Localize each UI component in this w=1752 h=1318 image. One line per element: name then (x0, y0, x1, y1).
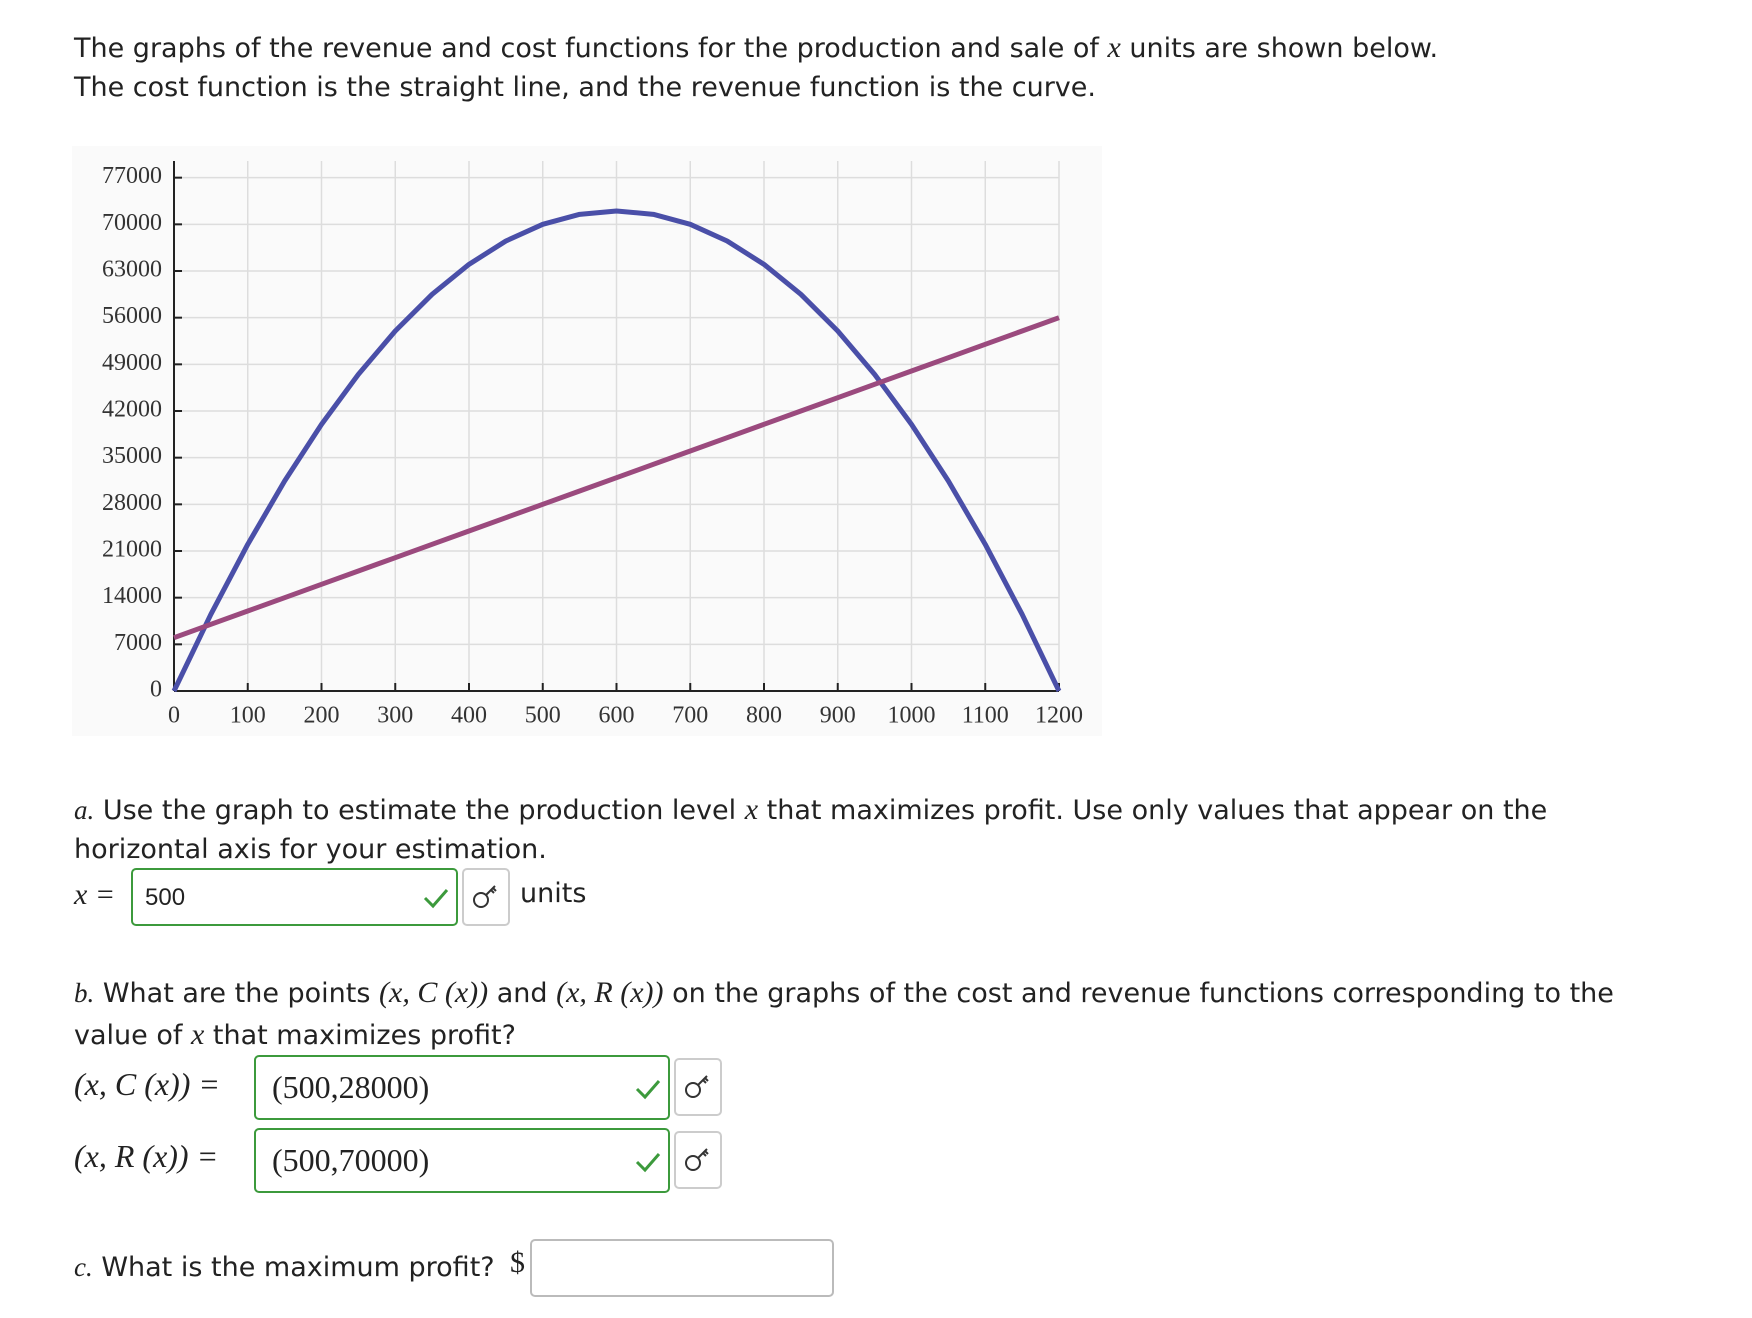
math: (x, R (x)) (556, 976, 664, 1009)
y-tick-label: 70000 (102, 210, 162, 236)
y-tick-label: 63000 (102, 257, 162, 283)
key-icon (685, 1075, 709, 1098)
math: x (1107, 31, 1121, 64)
y-tick-label: 14000 (102, 583, 162, 609)
x-tick-label: 500 (525, 703, 561, 729)
question-text: that maximizes profit? (212, 1020, 516, 1051)
question-text: that maximizes profit. Use only values t… (74, 795, 1548, 865)
answer-box[interactable]: (500,70000) (254, 1128, 670, 1193)
math: (x, C (x)) (379, 976, 489, 1009)
answer-value: (500,70000) (272, 1142, 430, 1178)
question-a: a. Use the graph to estimate the product… (74, 790, 1674, 869)
answer-box[interactable]: 500 (131, 868, 458, 926)
y-tick-label: 56000 (102, 303, 162, 329)
chart-background (72, 146, 1102, 736)
x-tick-label: 0 (168, 703, 180, 729)
answer-label: (x, R (x)) = (74, 1138, 219, 1174)
key-icon (685, 1148, 709, 1171)
question-text: What is the maximum profit? (101, 1252, 495, 1283)
math: x (744, 793, 759, 826)
check-icon (423, 889, 449, 909)
question-text: on the graphs of the cost and revenue fu… (74, 978, 1614, 1051)
x-tick-label: 800 (746, 703, 782, 729)
question-text: Use the graph to estimate the production… (102, 795, 737, 826)
y-tick-label: 42000 (102, 397, 162, 423)
answer-label: x = (74, 878, 116, 911)
key-button[interactable] (674, 1058, 722, 1116)
x-tick-label: 600 (599, 703, 635, 729)
x-tick-label: 1100 (962, 703, 1009, 729)
key-icon (473, 885, 497, 908)
key-button[interactable] (462, 868, 510, 926)
intro: The graphs of the revenue and cost funct… (74, 28, 1674, 107)
line-series (171, 208, 1062, 693)
question-label: b. (74, 978, 95, 1008)
x-tick-label: 200 (304, 703, 340, 729)
y-tick-label: 7000 (114, 630, 162, 656)
x-tick-label: 300 (377, 703, 413, 729)
check-icon (635, 1153, 661, 1173)
x-tick-label: 1000 (888, 703, 936, 729)
x-tick-label: 1200 (1035, 703, 1083, 729)
intro-text: units are shown below. (1129, 33, 1439, 64)
currency: $ (510, 1246, 525, 1279)
question-label: c. (74, 1252, 93, 1282)
x-tick-label: 400 (451, 703, 487, 729)
y-tick-label: 49000 (102, 350, 162, 376)
x-tick-label: 900 (820, 703, 856, 729)
answer-label: (x, C (x)) = (74, 1066, 220, 1102)
question-label: a. (74, 795, 95, 825)
check-icon (635, 1080, 661, 1100)
y-tick-label: 35000 (102, 443, 162, 469)
chart: 0 100 200 300 400 500 600 700 800 900 1000 1100 1200… (72, 146, 1102, 736)
question-b: b. What are the points (x, C (x)) and (x… (74, 972, 1674, 1056)
y-tick-label: 28000 (102, 490, 162, 516)
y-tick-label: 77000 (102, 163, 162, 189)
y-tick-label: 0 (150, 677, 162, 703)
question-text: What are the points (102, 978, 371, 1009)
line-series (173, 315, 1060, 641)
question-text: and (496, 978, 548, 1009)
answer-value: 500 (145, 884, 186, 911)
unit: units (520, 878, 587, 909)
answer-value: (500,28000) (272, 1069, 430, 1105)
math: x (190, 1018, 205, 1051)
answer-input[interactable] (530, 1239, 834, 1297)
x-tick-label: 100 (230, 703, 266, 729)
intro-text: The cost function is the straight line, … (74, 72, 1096, 103)
answer-box[interactable]: (500,28000) (254, 1055, 670, 1120)
key-button[interactable] (674, 1131, 722, 1189)
x-tick-label: 700 (672, 703, 708, 729)
question-c: c. What is the maximum profit? (74, 1248, 514, 1287)
y-tick-label: 21000 (102, 537, 162, 563)
intro-text: The graphs of the revenue and cost funct… (74, 33, 1099, 64)
